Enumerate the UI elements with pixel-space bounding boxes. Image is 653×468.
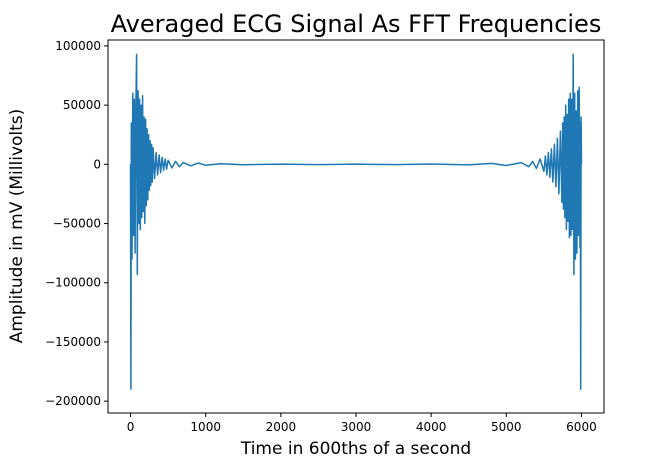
x-tick-label: 6000	[566, 420, 597, 434]
y-tick-label: 50000	[63, 98, 101, 112]
y-axis: 100000 50000 0 −50000 −100000 −150000 −200000	[45, 39, 108, 408]
series-layer	[129, 53, 583, 391]
y-axis-label: Amplitude in mV (Millivolts)	[7, 109, 27, 344]
x-axis-label: Time in 600ths of a second	[240, 439, 471, 459]
x-tick-label: 4000	[416, 420, 447, 434]
y-tick-label: −150000	[45, 335, 101, 349]
y-tick-label: −200000	[45, 394, 101, 408]
y-tick-label: 100000	[55, 39, 101, 53]
x-axis: 0 1000 2000 3000 4000 5000 6000	[127, 413, 597, 434]
plot-frame	[107, 39, 605, 414]
y-tick-label: −100000	[45, 276, 101, 290]
x-tick-label: 3000	[341, 420, 372, 434]
x-tick-label: 1000	[190, 420, 221, 434]
chart-title: Averaged ECG Signal As FFT Frequencies	[111, 10, 602, 38]
y-tick-label: −50000	[53, 217, 101, 231]
series-line	[129, 53, 583, 391]
x-tick-label: 0	[127, 420, 135, 434]
x-tick-label: 5000	[491, 420, 522, 434]
x-tick-label: 2000	[266, 420, 297, 434]
y-tick-label: 0	[93, 157, 101, 171]
